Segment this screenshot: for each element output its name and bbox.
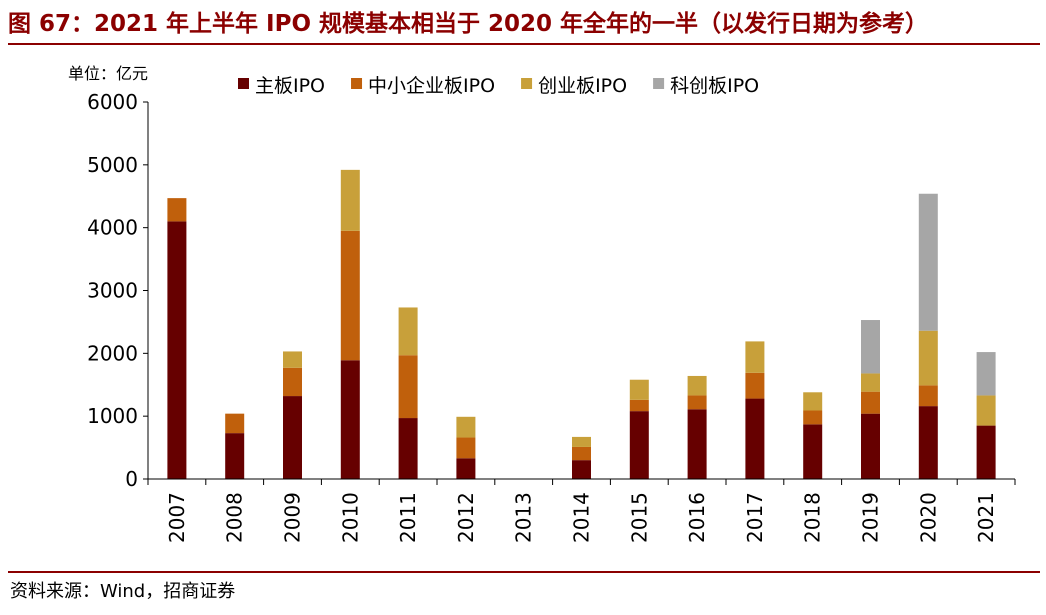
x-tick-label: 2021 [974, 492, 998, 543]
x-tick-label: 2019 [859, 492, 883, 543]
legend-swatch [653, 78, 665, 89]
bar-segment [976, 425, 996, 479]
legend-label: 主板IPO [255, 75, 325, 97]
bar-segment [572, 436, 591, 447]
bar-segment [745, 341, 765, 373]
bar-segment [572, 460, 591, 479]
y-tick-label: 3000 [87, 279, 138, 303]
bar-segment [687, 409, 707, 479]
bar-segment [398, 418, 418, 479]
stacked-bar-chart: 单位：亿元 主板IPO 中小企业板IPO 创业板IPO 科创板IPO 0 1000 200… [68, 64, 1016, 543]
bar-segment [167, 221, 187, 479]
y-tick-label: 0 [125, 467, 138, 491]
x-tick-label: 2007 [165, 492, 189, 543]
bar-segment [861, 391, 880, 414]
bar-segment [225, 433, 245, 479]
legend-label: 科创板IPO [670, 75, 759, 97]
y-axis: 0 1000 2000 3000 4000 5000 6000 [87, 90, 149, 491]
bar-segment [861, 320, 880, 374]
legend-swatch [521, 78, 533, 89]
bar-segment [456, 437, 476, 459]
y-tick-label: 4000 [87, 216, 138, 240]
legend: 主板IPO 中小企业板IPO 创业板IPO 科创板IPO [238, 75, 759, 97]
bar-segment [803, 392, 823, 411]
bar-segment [340, 169, 360, 231]
x-tick-label: 2020 [916, 492, 940, 543]
bar-segment [861, 373, 880, 392]
bar-segment [629, 399, 649, 412]
bar-segment [976, 352, 996, 396]
bar-segment [283, 351, 302, 368]
bar-segment [629, 411, 649, 479]
x-tick-label: 2008 [223, 492, 247, 543]
bar-segment [456, 458, 476, 479]
bar-segment [745, 398, 765, 479]
source-divider [8, 571, 1040, 573]
x-tick-label: 2017 [743, 492, 767, 543]
y-tick-label: 1000 [87, 404, 138, 428]
bar-segment [976, 395, 996, 426]
bar-segment [918, 330, 938, 386]
legend-swatch [351, 78, 363, 89]
legend-label: 中小企业板IPO [368, 75, 495, 97]
bar-segment [340, 230, 360, 361]
unit-label: 单位：亿元 [68, 64, 148, 83]
bar-segment [687, 395, 707, 410]
y-tick-label: 2000 [87, 341, 138, 365]
x-tick-label: 2018 [801, 492, 825, 543]
bar-segment [283, 367, 302, 397]
legend-swatch [238, 78, 249, 89]
x-tick-label: 2015 [627, 492, 651, 543]
bar-segment [918, 406, 938, 479]
x-tick-label: 2009 [281, 492, 305, 543]
bar-segment [629, 379, 649, 400]
title-divider [8, 43, 1040, 45]
bar-segment [861, 413, 880, 479]
bar-segment [340, 360, 360, 479]
bar-segment [456, 416, 476, 438]
x-tick-label: 2011 [396, 492, 420, 543]
bar-segment [803, 410, 823, 425]
bars [167, 169, 996, 479]
y-tick-label: 5000 [87, 153, 138, 177]
bar-segment [167, 198, 187, 222]
bar-segment [745, 372, 765, 399]
legend-label: 创业板IPO [538, 75, 627, 97]
source-note: 资料来源：Wind，招商证券 [10, 581, 236, 602]
x-tick-label: 2016 [685, 492, 709, 543]
figure-title: 图 67：2021 年上半年 IPO 规模基本相当于 2020 年全年的一半（以… [8, 11, 929, 37]
bar-segment [687, 375, 707, 396]
bar-segment [918, 193, 938, 331]
bar-segment [572, 446, 591, 461]
bar-segment [225, 413, 245, 434]
x-axis: 2007 2008 2009 2010 2011 2012 2013 2014 2015 2016… [147, 478, 1016, 543]
x-tick-label: 2012 [454, 492, 478, 543]
bar-segment [803, 424, 823, 479]
bar-segment [283, 396, 302, 479]
x-tick-label: 2010 [338, 492, 362, 543]
bar-segment [398, 307, 418, 356]
x-tick-label: 2013 [512, 492, 536, 543]
y-tick-label: 6000 [87, 90, 138, 114]
bar-segment [398, 355, 418, 419]
x-tick-label: 2014 [570, 492, 594, 543]
bar-segment [918, 385, 938, 407]
